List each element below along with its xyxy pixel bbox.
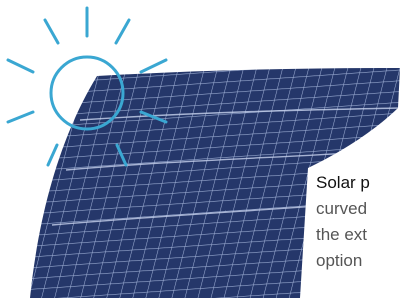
caption-line: the ext <box>316 222 403 248</box>
caption-line: curved <box>316 196 403 222</box>
page: {"caption": {"title": "Solar p", "lines"… <box>0 0 403 298</box>
caption-title: Solar p <box>316 170 403 196</box>
caption: Solar p curved the ext option <box>316 170 403 274</box>
caption-line: option <box>316 248 403 274</box>
